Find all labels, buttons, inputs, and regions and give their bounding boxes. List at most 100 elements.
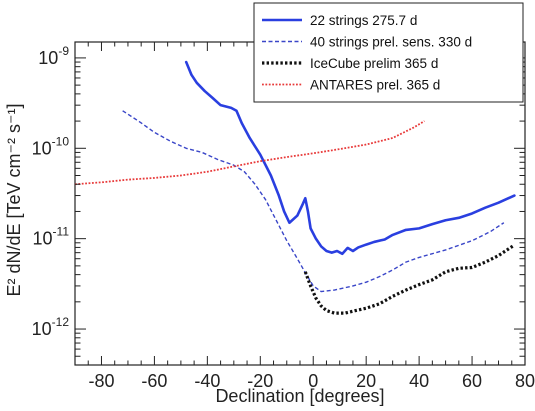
series-2-point-10 xyxy=(265,199,266,200)
x-tick-label: -80 xyxy=(88,371,114,391)
series-2-point-0 xyxy=(122,110,123,111)
series-4-point-8 xyxy=(286,156,287,157)
y-tick-label: 10-10 xyxy=(32,134,70,158)
series-1-point-31 xyxy=(384,239,385,240)
y-tick-label: 10-9 xyxy=(38,44,69,68)
series-3-point-6 xyxy=(344,313,345,314)
series-4-point-9 xyxy=(313,153,314,154)
series-1-point-19 xyxy=(310,228,311,229)
series-3-point-0 xyxy=(305,271,306,272)
series-1-point-11 xyxy=(270,175,271,176)
series-4 xyxy=(74,120,425,186)
series-4-point-6 xyxy=(233,166,234,167)
series-2-point-9 xyxy=(254,184,255,185)
series-1-point-7 xyxy=(236,110,237,111)
series-3-point-13 xyxy=(432,279,433,280)
series-1-point-38 xyxy=(471,213,472,214)
series-3-point-3 xyxy=(321,305,322,306)
series-1-point-28 xyxy=(358,247,359,248)
series-1-point-10 xyxy=(260,154,261,155)
series-2-point-18 xyxy=(352,285,353,286)
series-4-point-7 xyxy=(260,161,261,162)
x-axis-label: Declination [degrees] xyxy=(215,386,384,406)
series-1-point-16 xyxy=(302,204,303,205)
y-axis: 10-12 10-11 10-10 10-9 xyxy=(32,44,525,366)
series-4-line xyxy=(74,120,425,186)
series-1-point-22 xyxy=(326,250,327,251)
series-1-point-15 xyxy=(297,215,298,216)
series-2-point-6 xyxy=(217,159,218,160)
series-2-point-19 xyxy=(366,282,367,283)
series-2-point-25 xyxy=(471,240,472,241)
series-3-point-10 xyxy=(392,296,393,297)
legend-label-3: IceCube prelim 365 d xyxy=(310,56,438,71)
series-4-point-4 xyxy=(180,175,181,176)
x-tick-label: -20 xyxy=(247,371,273,391)
series-2-line xyxy=(122,110,505,293)
series-1-point-34 xyxy=(419,228,420,229)
series-1-point-3 xyxy=(204,90,205,91)
series-1-point-0 xyxy=(186,61,187,62)
series-2-point-27 xyxy=(503,222,504,223)
series-1-point-6 xyxy=(231,107,232,108)
series-3-point-5 xyxy=(334,313,335,314)
series-3-point-8 xyxy=(366,308,367,309)
series-1-point-24 xyxy=(336,250,337,251)
series-2-point-1 xyxy=(138,120,139,121)
series-3-point-11 xyxy=(405,289,406,290)
legend: 22 strings 275.7 d 40 strings prel. sens.… xyxy=(253,2,524,103)
series-2-point-11 xyxy=(276,220,277,221)
series-1-point-5 xyxy=(220,105,221,106)
series-1-point-25 xyxy=(342,253,343,254)
series-1-line xyxy=(184,60,516,256)
series-2-point-16 xyxy=(321,291,322,292)
series-1-point-40 xyxy=(498,202,499,203)
series-1-point-2 xyxy=(196,82,197,83)
series-layer xyxy=(74,60,516,315)
series-1-point-20 xyxy=(315,238,316,239)
series-1 xyxy=(184,60,516,256)
series-2 xyxy=(122,110,505,293)
series-3-point-7 xyxy=(355,310,356,311)
series-2-point-12 xyxy=(286,240,287,241)
series-1-point-13 xyxy=(284,211,285,212)
series-3-point-12 xyxy=(419,284,420,285)
series-1-point-37 xyxy=(458,217,459,218)
series-2-point-8 xyxy=(244,171,245,172)
series-3-point-2 xyxy=(315,297,316,298)
series-3-point-14 xyxy=(445,271,446,272)
series-3-point-15 xyxy=(458,268,459,269)
x-tick-label: 60 xyxy=(462,371,482,391)
series-1-point-27 xyxy=(352,250,353,251)
y-tick-label: 10-11 xyxy=(33,225,70,249)
x-tick-label: 0 xyxy=(308,371,318,391)
series-1-point-23 xyxy=(331,252,332,253)
y-axis-label: E² dN/dE [TeV cm⁻² s⁻¹] xyxy=(4,103,24,296)
series-4-point-14 xyxy=(424,120,425,121)
series-2-point-17 xyxy=(334,289,335,290)
series-1-point-14 xyxy=(289,222,290,223)
series-1-point-29 xyxy=(366,244,367,245)
series-2-point-15 xyxy=(313,285,314,286)
x-tick-label: -60 xyxy=(141,371,167,391)
series-1-point-4 xyxy=(212,97,213,98)
series-1-point-21 xyxy=(321,246,322,247)
series-4-point-11 xyxy=(366,144,367,145)
series-4-point-1 xyxy=(101,182,102,183)
x-tick-label: -40 xyxy=(194,371,220,391)
series-1-point-12 xyxy=(278,195,279,196)
series-1-point-17 xyxy=(305,198,306,199)
series-2-point-3 xyxy=(170,141,171,142)
series-4-point-5 xyxy=(207,171,208,172)
series-1-point-9 xyxy=(249,137,250,138)
series-3-point-4 xyxy=(326,310,327,311)
series-4-point-10 xyxy=(339,148,340,149)
series-2-point-2 xyxy=(154,132,155,133)
series-2-point-23 xyxy=(419,257,420,258)
series-1-point-39 xyxy=(485,207,486,208)
x-tick-label: 80 xyxy=(515,371,535,391)
series-1-point-26 xyxy=(347,247,348,248)
legend-label-2: 40 strings prel. sens. 330 d xyxy=(310,35,472,50)
series-2-point-26 xyxy=(490,231,491,232)
